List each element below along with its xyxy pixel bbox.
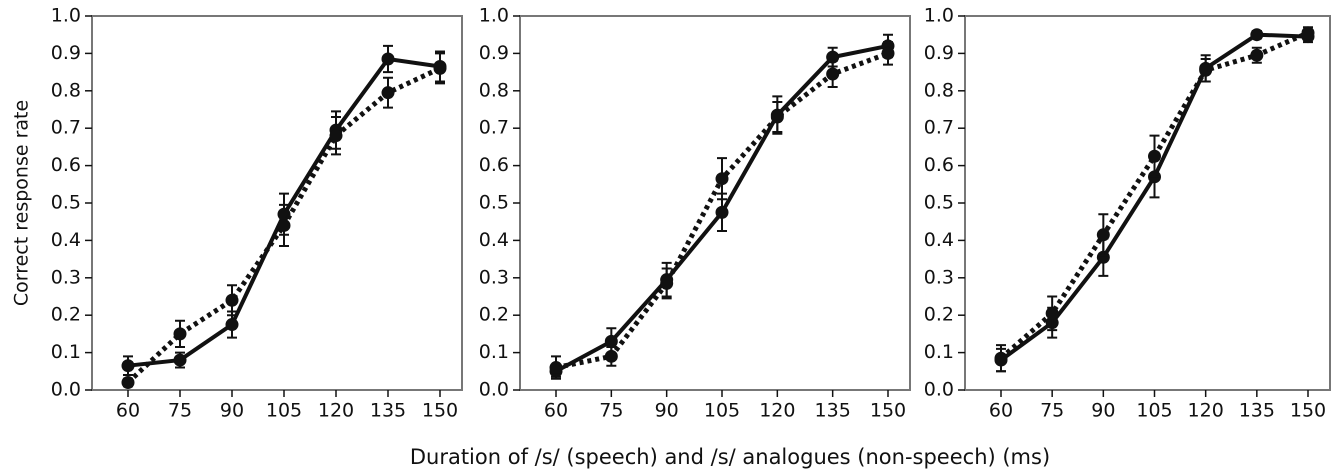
plot-frame bbox=[91, 15, 463, 391]
y-tick-label: 0.1 bbox=[924, 341, 954, 363]
x-tick-label: 135 bbox=[815, 400, 851, 422]
data-point bbox=[660, 276, 674, 290]
x-tick-label: 150 bbox=[422, 400, 458, 422]
y-tick-label: 1.0 bbox=[924, 5, 954, 27]
y-tick-label: 0.2 bbox=[479, 304, 509, 326]
x-tick-label: 75 bbox=[168, 400, 192, 422]
data-point bbox=[173, 353, 187, 367]
data-point bbox=[173, 327, 187, 341]
data-point bbox=[549, 361, 563, 375]
data-point bbox=[1250, 48, 1264, 62]
y-tick-label: 0.8 bbox=[924, 79, 954, 101]
data-point bbox=[225, 293, 239, 307]
data-point bbox=[1301, 26, 1315, 40]
data-point bbox=[994, 351, 1008, 365]
y-tick-label: 0.7 bbox=[924, 117, 954, 139]
y-tick-label: 0.7 bbox=[51, 117, 81, 139]
x-tick-label: 120 bbox=[759, 400, 795, 422]
y-axis-label: Correct response rate bbox=[11, 100, 33, 306]
y-tick-label: 0.1 bbox=[479, 341, 509, 363]
data-point bbox=[433, 61, 447, 75]
y-tick-label: 0.9 bbox=[924, 42, 954, 64]
data-point bbox=[604, 349, 618, 363]
y-tick-label: 0.0 bbox=[51, 379, 81, 401]
x-tick-label: 60 bbox=[116, 400, 140, 422]
x-tick-label: 135 bbox=[370, 400, 406, 422]
y-tick-label: 0.7 bbox=[479, 117, 509, 139]
data-point bbox=[881, 46, 895, 60]
y-tick-label: 0.1 bbox=[51, 341, 81, 363]
x-tick-label: 120 bbox=[1188, 400, 1224, 422]
data-point bbox=[1148, 149, 1161, 163]
x-tick-label: 105 bbox=[1136, 400, 1172, 422]
y-tick-label: 0.0 bbox=[924, 379, 954, 401]
y-tick-label: 0.6 bbox=[51, 154, 81, 176]
data-point bbox=[225, 318, 239, 332]
plot-frame bbox=[519, 15, 911, 391]
data-point bbox=[277, 218, 291, 232]
x-tick-label: 105 bbox=[266, 400, 302, 422]
data-point bbox=[121, 376, 135, 390]
y-tick-label: 0.5 bbox=[51, 192, 81, 214]
data-point bbox=[770, 110, 784, 124]
x-tick-label: 90 bbox=[1091, 400, 1115, 422]
data-point bbox=[1250, 28, 1264, 42]
y-tick-label: 1.0 bbox=[479, 5, 509, 27]
data-point bbox=[826, 67, 840, 81]
y-tick-label: 0.0 bbox=[479, 379, 509, 401]
y-tick-label: 0.3 bbox=[479, 266, 509, 288]
y-tick-label: 0.4 bbox=[479, 229, 509, 251]
y-tick-label: 0.5 bbox=[479, 192, 509, 214]
y-tick-label: 0.8 bbox=[51, 79, 81, 101]
x-tick-label: 135 bbox=[1239, 400, 1275, 422]
y-tick-label: 0.3 bbox=[51, 266, 81, 288]
data-point bbox=[381, 52, 395, 66]
y-tick-label: 0.9 bbox=[479, 42, 509, 64]
y-tick-label: 0.5 bbox=[924, 192, 954, 214]
data-point bbox=[1096, 250, 1110, 264]
x-tick-label: 150 bbox=[870, 400, 906, 422]
data-point bbox=[1045, 306, 1059, 320]
y-tick-label: 0.6 bbox=[479, 154, 509, 176]
y-tick-label: 0.8 bbox=[479, 79, 509, 101]
data-point bbox=[715, 205, 729, 219]
x-tick-label: 60 bbox=[544, 400, 568, 422]
plot-frame bbox=[964, 15, 1331, 391]
x-tick-label: 90 bbox=[220, 400, 244, 422]
y-tick-label: 0.4 bbox=[924, 229, 954, 251]
x-axis-label: Duration of /s/ (speech) and /s/ analogu… bbox=[410, 445, 1050, 469]
y-tick-label: 0.4 bbox=[51, 229, 81, 251]
y-tick-label: 0.9 bbox=[51, 42, 81, 64]
y-tick-label: 0.6 bbox=[924, 154, 954, 176]
y-tick-label: 0.2 bbox=[51, 304, 81, 326]
data-point bbox=[1199, 63, 1213, 77]
x-tick-label: 75 bbox=[1040, 400, 1064, 422]
y-tick-label: 1.0 bbox=[51, 5, 81, 27]
data-point bbox=[329, 129, 343, 143]
x-tick-label: 90 bbox=[655, 400, 679, 422]
y-tick-label: 0.2 bbox=[924, 304, 954, 326]
data-point bbox=[121, 359, 135, 373]
x-tick-label: 60 bbox=[989, 400, 1013, 422]
x-tick-label: 105 bbox=[704, 400, 740, 422]
x-tick-label: 120 bbox=[318, 400, 354, 422]
data-point bbox=[381, 86, 395, 100]
y-tick-label: 0.3 bbox=[924, 266, 954, 288]
data-point bbox=[715, 172, 729, 186]
data-point bbox=[604, 334, 618, 348]
data-point bbox=[1096, 228, 1110, 242]
x-tick-label: 150 bbox=[1290, 400, 1326, 422]
x-tick-label: 75 bbox=[599, 400, 623, 422]
